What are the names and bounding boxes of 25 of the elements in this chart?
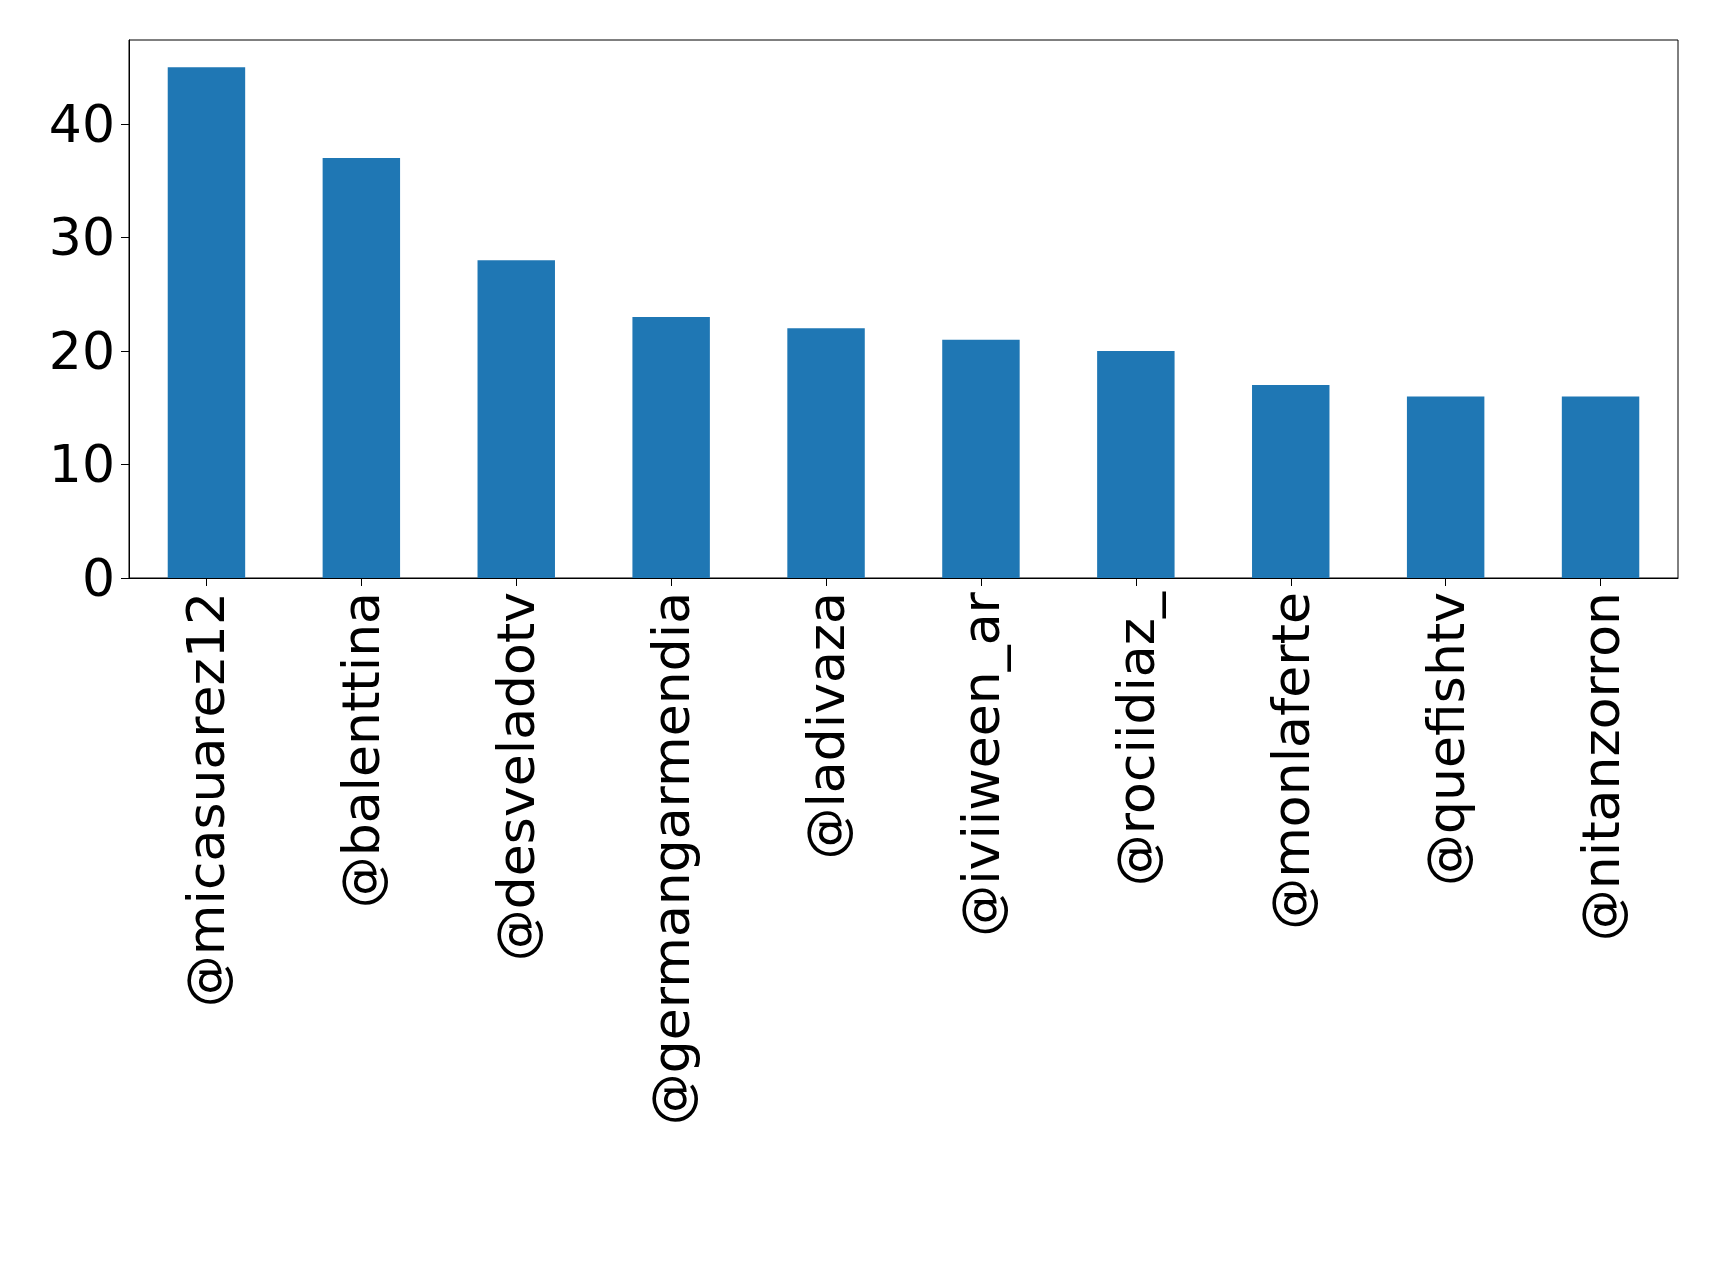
y-tick-label: 30: [48, 207, 115, 268]
bar: [1406, 396, 1485, 578]
x-tick-label: @ladivaza: [796, 592, 857, 860]
bar: [1561, 396, 1640, 578]
x-tick-label: @monlaferte: [1260, 592, 1321, 930]
x-tick-label: @nitanzorron: [1570, 592, 1631, 942]
x-tick-label: @desveladotv: [486, 592, 547, 962]
bar: [322, 158, 401, 578]
bar: [1252, 385, 1330, 578]
x-tick-label: @balenttina: [331, 592, 392, 909]
bar: [167, 67, 246, 578]
bar: [477, 260, 555, 578]
y-tick-label: 10: [48, 434, 115, 495]
x-tick-label: @micasuarez12: [176, 592, 237, 1008]
bar: [787, 328, 865, 578]
x-tick-label: @germangarmendia: [641, 592, 702, 1126]
y-tick-label: 0: [81, 548, 115, 608]
y-tick-label: 20: [48, 321, 115, 381]
x-tick-label: @rociidiaz_: [1105, 591, 1166, 887]
x-tick-label: @quefishtv: [1415, 592, 1476, 886]
bar: [632, 316, 710, 578]
bar: [1097, 351, 1175, 578]
y-tick-label: 40: [48, 93, 115, 154]
bar: [942, 339, 1020, 578]
x-tick-label: @iviiween_ar: [950, 591, 1011, 937]
